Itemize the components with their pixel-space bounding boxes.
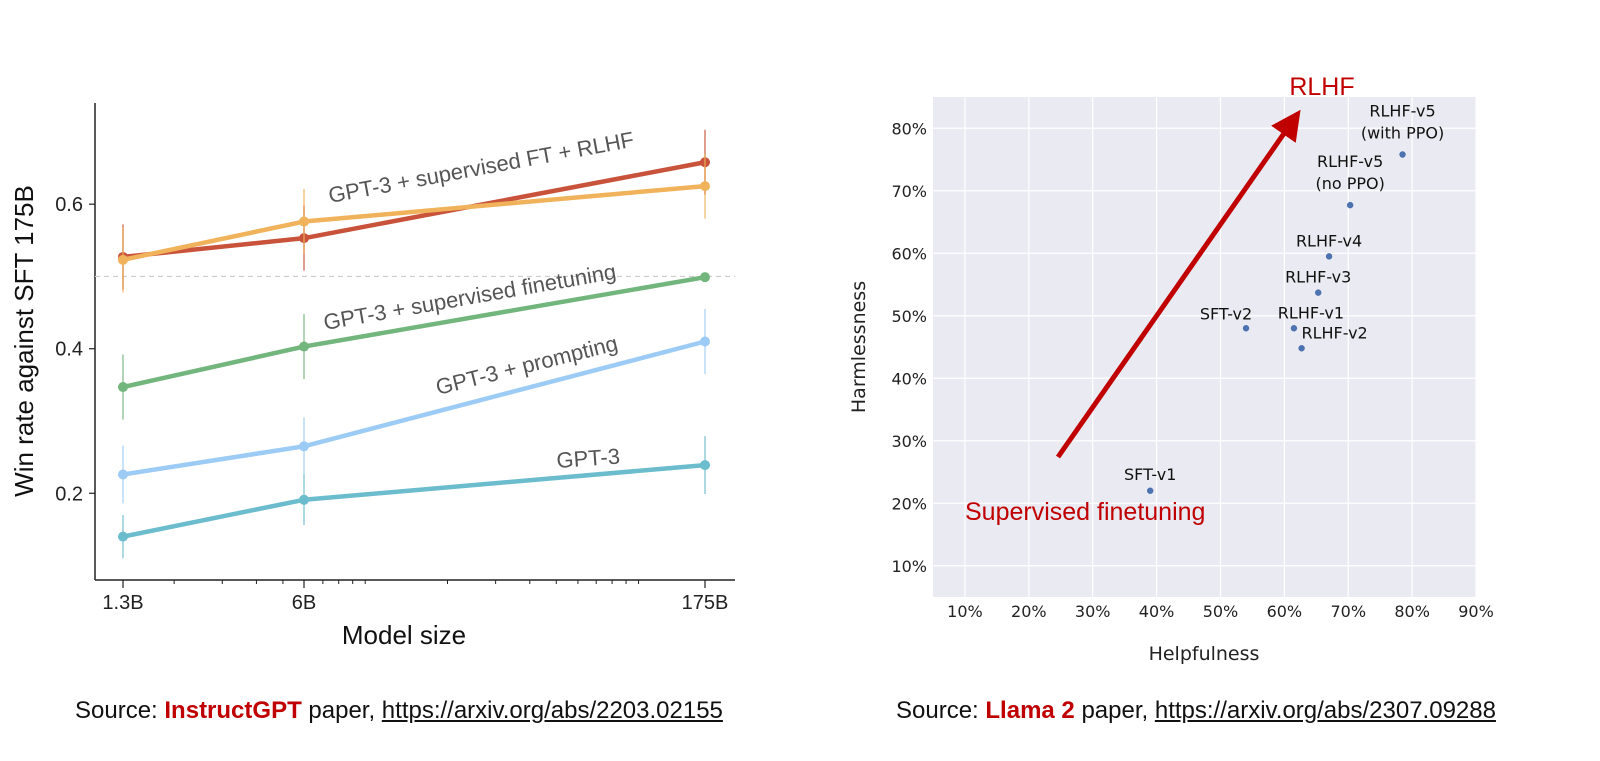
- data-point: [299, 494, 309, 505]
- series-label-sft: GPT-3 + supervised finetuning: [322, 259, 618, 335]
- point-label: RLHF-v3: [1285, 268, 1351, 287]
- y-tick-label: 50%: [891, 307, 927, 326]
- x-tick-label: 6B: [292, 592, 316, 614]
- data-point: [118, 531, 128, 542]
- x-ticks: 1.3B 6B 175B: [102, 580, 728, 614]
- series-group: [118, 129, 710, 559]
- scatter-point: [1399, 151, 1406, 158]
- rlhf-arrow: [1055, 109, 1301, 459]
- y-tick-label: 20%: [891, 494, 927, 513]
- x-tick-label: 40%: [1139, 602, 1175, 621]
- x-tick-label: 30%: [1075, 602, 1111, 621]
- source-link[interactable]: https://arxiv.org/abs/2307.09288: [1154, 697, 1496, 724]
- x-tick-label: 20%: [1011, 602, 1047, 621]
- instructgpt-win-rate-chart: 0.2 0.4 0.6 1.3B 6B 175B Win rate against SF…: [9, 103, 735, 650]
- y-axis-label: Harmlessness: [848, 281, 870, 413]
- scatter-point: [1242, 325, 1250, 332]
- x-axis-label: Model size: [342, 620, 466, 650]
- y-axis-label: Win rate against SFT 175B: [9, 185, 39, 497]
- point-label: (with PPO): [1361, 124, 1444, 143]
- series-label-gpt3: GPT-3: [556, 444, 621, 473]
- data-point: [118, 382, 128, 393]
- x-tick-label: 80%: [1394, 602, 1430, 621]
- x-tick-label: 1.3B: [102, 592, 143, 614]
- series-1: [118, 153, 710, 293]
- point-label: (no PPO): [1315, 174, 1384, 193]
- series-3: [118, 308, 710, 504]
- y-tick-label: 10%: [891, 557, 927, 576]
- source-paper-name: InstructGPT: [164, 697, 302, 724]
- series-line: [122, 462, 706, 539]
- point-label: RLHF-v1: [1278, 303, 1344, 322]
- data-point: [299, 341, 309, 352]
- scatter-point: [1298, 345, 1305, 352]
- source-paper-name: Llama 2: [985, 697, 1075, 724]
- scatter-point: [1290, 325, 1298, 332]
- x-tick-label: 10%: [947, 602, 983, 621]
- point-label: RLHF-v4: [1296, 231, 1362, 250]
- x-tick-label: 175B: [682, 592, 729, 614]
- data-point: [700, 272, 710, 283]
- source-middle: paper,: [1074, 697, 1155, 724]
- y-tick-label: 70%: [891, 182, 927, 201]
- data-point: [299, 441, 309, 452]
- source-link[interactable]: https://arxiv.org/abs/2203.02155: [381, 697, 723, 724]
- point-label: SFT-v2: [1200, 304, 1252, 323]
- point-label: RLHF-v5: [1317, 152, 1383, 171]
- plot-background: [933, 97, 1476, 597]
- y-tick-label: 0.4: [55, 339, 83, 361]
- y-tick-label: 40%: [891, 369, 927, 388]
- x-tick-label: 70%: [1330, 602, 1366, 621]
- x-axis-label: Helpfulness: [1149, 643, 1260, 665]
- data-point: [299, 216, 309, 227]
- point-label: RLHF-v5: [1369, 102, 1435, 121]
- x-tick-label: 60%: [1267, 602, 1303, 621]
- y-tick-label: 30%: [891, 432, 927, 451]
- x-minor-ticks: [173, 580, 640, 584]
- data-point: [700, 336, 710, 347]
- x-tick-label: 50%: [1203, 602, 1239, 621]
- source-citation-instructgpt: Source: InstructGPT paper, https://arxiv…: [75, 697, 723, 725]
- y-tick-label: 0.6: [55, 194, 83, 216]
- source-citation-llama2: Source: Llama 2 paper, https://arxiv.org…: [896, 697, 1496, 725]
- point-label: RLHF-v2: [1301, 323, 1367, 342]
- series-2: [118, 272, 710, 420]
- y-ticks: 0.2 0.4 0.6: [55, 194, 95, 505]
- y-tick-label: 80%: [891, 119, 927, 138]
- data-point: [700, 181, 710, 192]
- source-prefix: Source:: [896, 697, 986, 724]
- arrow-start-label: Supervised finetuning: [965, 498, 1205, 526]
- arrow-end-label: RLHF: [1289, 73, 1354, 101]
- scatter-point: [1315, 289, 1322, 296]
- data-point: [118, 254, 128, 265]
- scatter-point: [1346, 201, 1354, 209]
- y-tick-label: 0.2: [55, 483, 83, 505]
- point-label: SFT-v1: [1124, 465, 1176, 484]
- y-tick-label: 60%: [891, 244, 927, 263]
- scatter-point: [1325, 253, 1333, 260]
- x-tick-label: 90%: [1458, 602, 1494, 621]
- x-ticks: 10% 20% 30% 40% 50% 60% 70% 80% 90%: [947, 602, 1494, 621]
- data-point: [700, 460, 710, 471]
- scatter-point: [1147, 487, 1154, 494]
- data-point: [118, 469, 128, 480]
- grid: [933, 97, 1477, 597]
- source-middle: paper,: [301, 697, 382, 724]
- y-ticks: 10% 20% 30% 40% 50% 60% 70% 80%: [891, 119, 927, 576]
- series-4: [118, 436, 710, 559]
- source-prefix: Source:: [75, 697, 165, 724]
